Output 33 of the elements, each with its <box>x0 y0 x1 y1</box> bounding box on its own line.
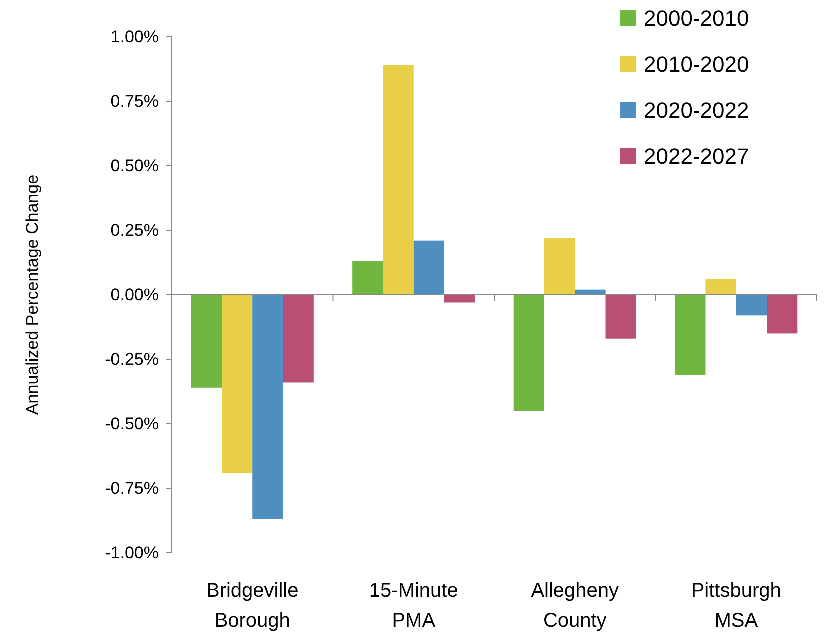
bar <box>514 295 544 412</box>
legend-label: 2022-2027 <box>644 144 750 169</box>
bar <box>675 295 706 375</box>
bar <box>444 295 476 303</box>
y-tick-label: 0.25% <box>110 220 159 240</box>
bar <box>736 295 768 316</box>
legend-label: 2020-2022 <box>644 98 750 123</box>
bar <box>383 65 414 295</box>
bar <box>222 295 253 474</box>
y-tick-label: -0.50% <box>105 414 159 434</box>
x-tick-label: Bridgeville Borough <box>206 580 299 632</box>
y-tick-label: -1.00% <box>105 543 159 562</box>
bar <box>283 295 314 383</box>
bar <box>767 295 798 334</box>
legend-label: 2000-2010 <box>644 6 750 31</box>
y-tick-label: 0.75% <box>110 92 159 111</box>
y-tick-label: 0.00% <box>110 285 159 304</box>
bar <box>352 261 384 295</box>
y-tick-label: 1.00% <box>110 27 159 46</box>
bar <box>706 280 736 295</box>
y-tick-label: 0.50% <box>110 156 159 176</box>
bar <box>252 295 284 520</box>
x-tick-label: Allegheny County <box>531 580 620 632</box>
y-tick-label: -0.25% <box>105 350 159 369</box>
x-tick-label: Pittsburgh MSA <box>691 580 782 632</box>
y-tick-label: -0.75% <box>105 478 159 498</box>
bar <box>606 295 636 339</box>
bar <box>414 240 445 295</box>
y-axis-title: Annualized Percentage Change <box>23 174 42 416</box>
x-tick-label: 15-Minute PMA <box>369 580 458 632</box>
legend-label: 2010-2020 <box>644 52 750 77</box>
bar <box>544 238 576 295</box>
bar <box>191 295 222 388</box>
